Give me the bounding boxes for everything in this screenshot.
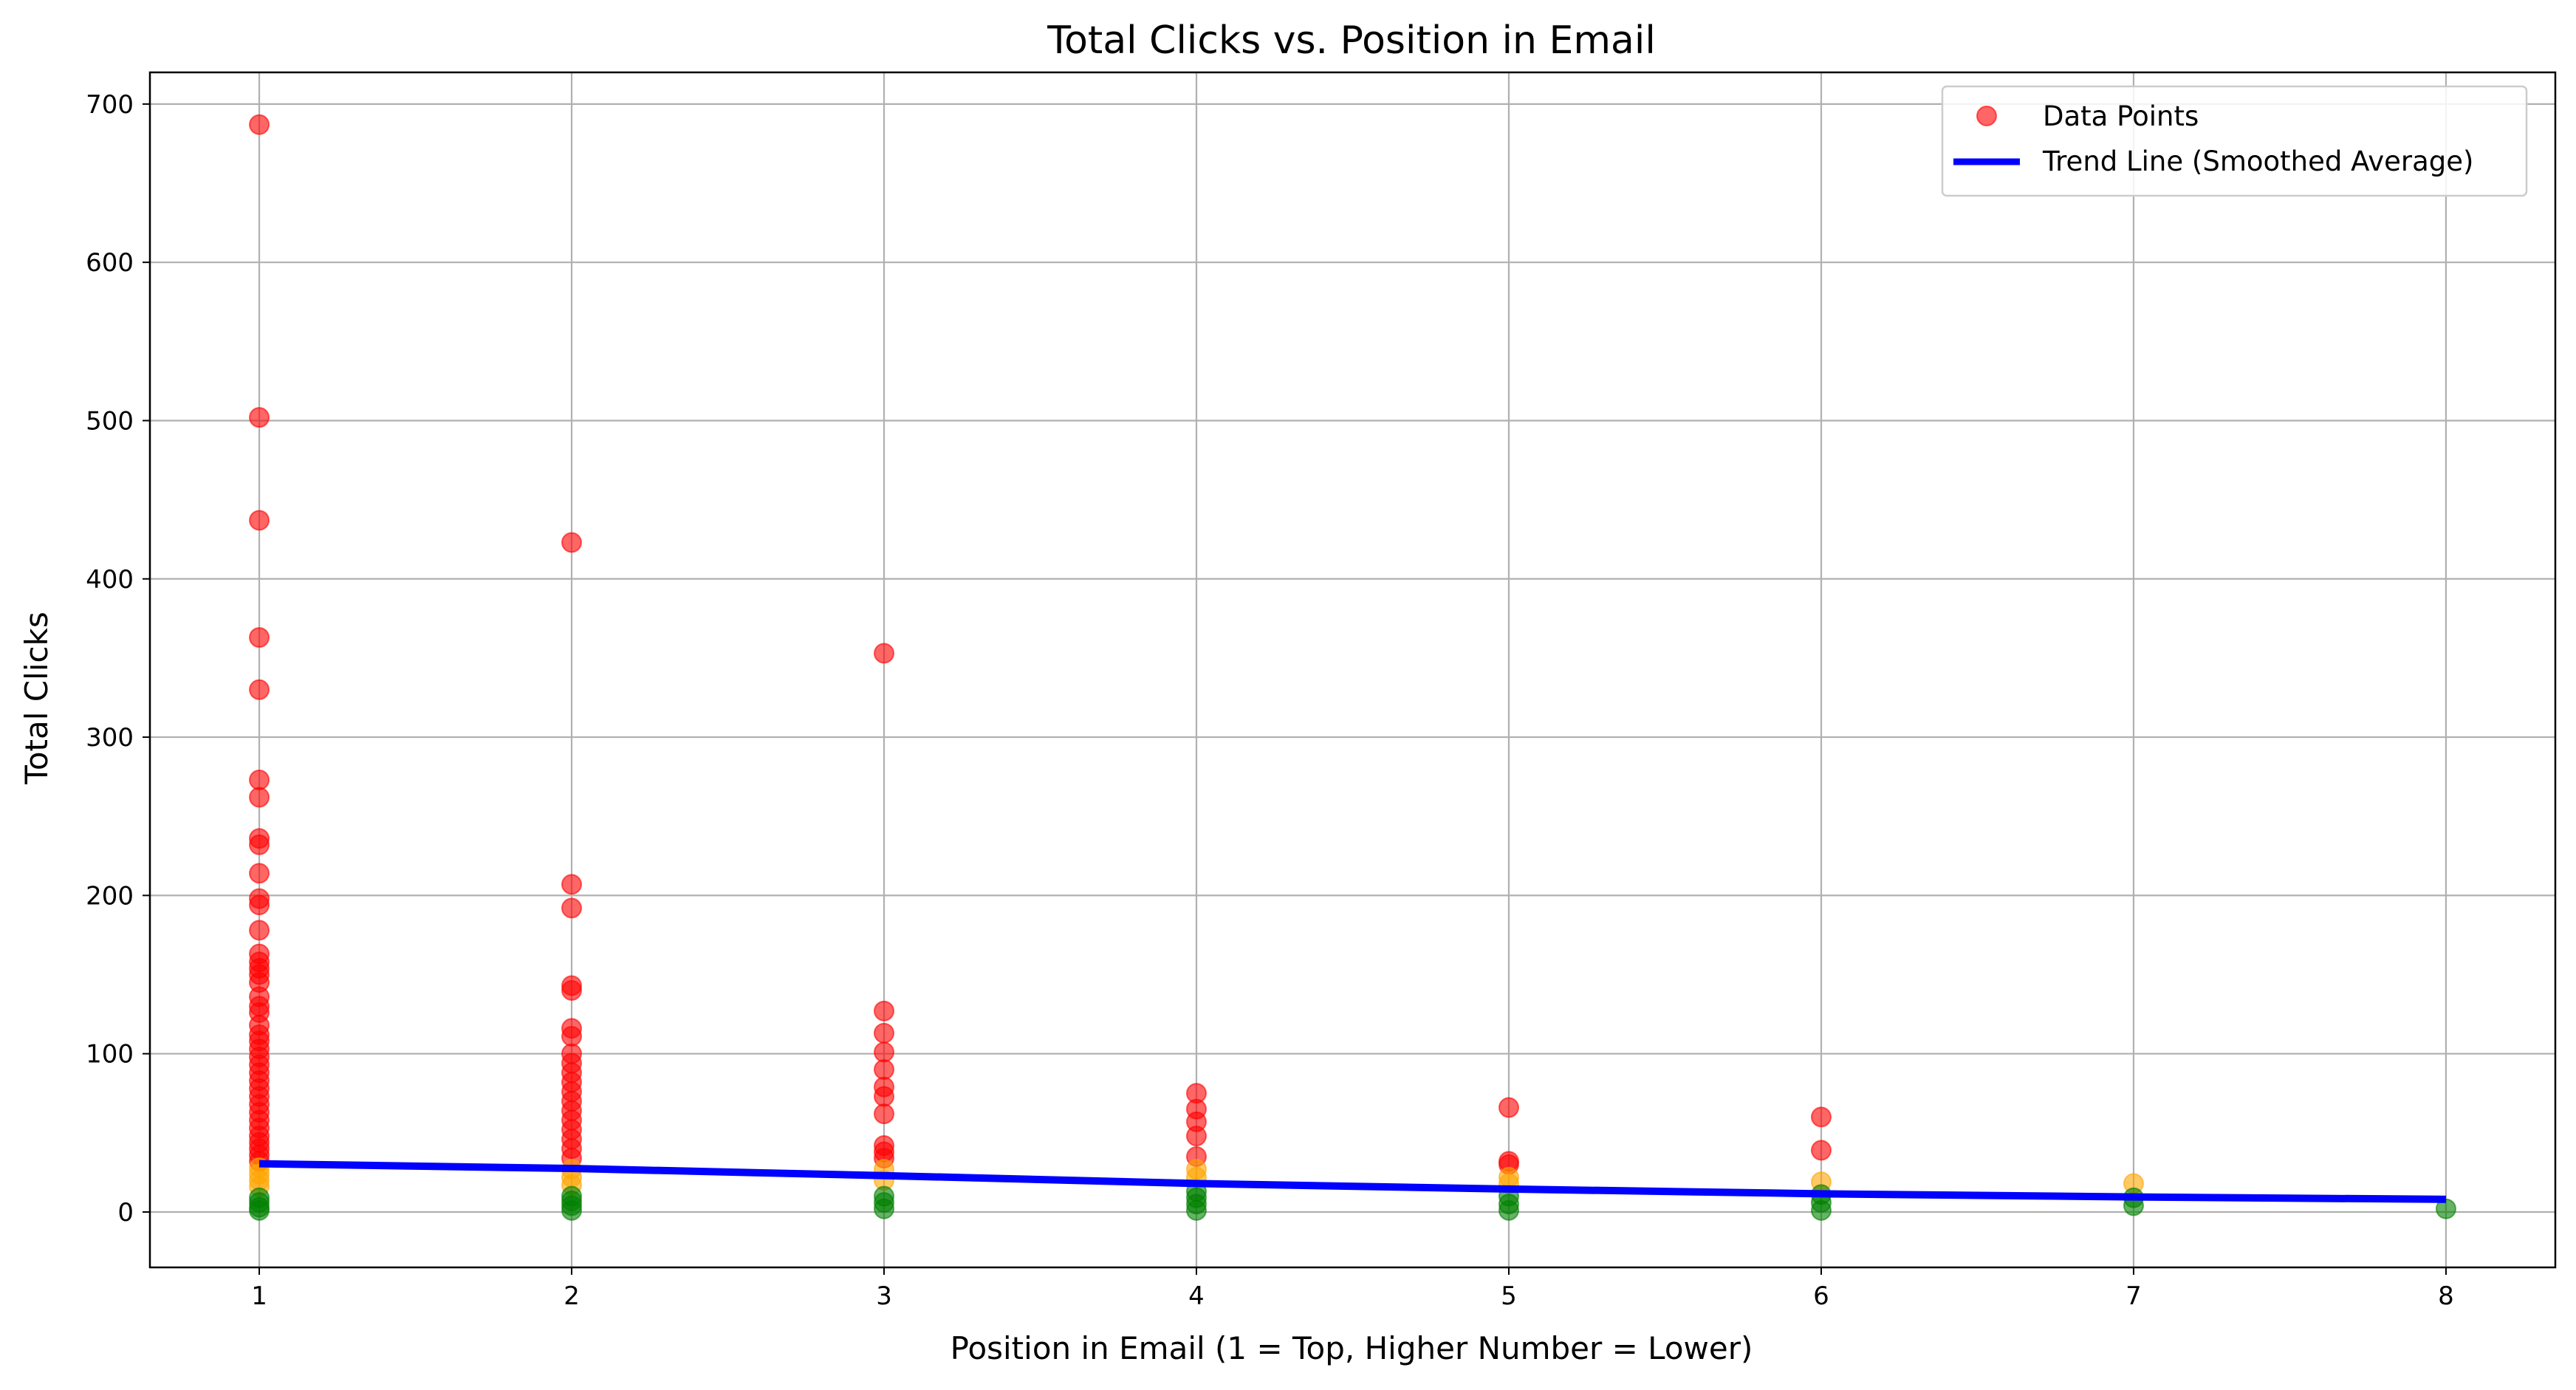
data-point xyxy=(874,1198,895,1219)
data-point xyxy=(561,979,583,1001)
legend-marker-data-points xyxy=(1976,106,1997,126)
data-point xyxy=(874,1022,895,1044)
x-axis-label: Position in Email (1 = Top, Higher Numbe… xyxy=(950,1330,1753,1366)
data-point xyxy=(1186,1199,1208,1221)
data-point xyxy=(874,1059,895,1081)
data-point xyxy=(249,407,270,428)
x-axis-ticks: 1 2 3 4 5 6 7 8 xyxy=(251,1267,2454,1311)
data-point xyxy=(249,894,270,916)
data-point xyxy=(1498,1097,1519,1118)
data-point xyxy=(249,863,270,884)
data-point xyxy=(249,510,270,531)
x-tick-label: 3 xyxy=(876,1281,892,1311)
x-tick-label: 8 xyxy=(2438,1281,2454,1311)
data-point xyxy=(249,627,270,648)
y-axis-ticks: 0 100 200 300 400 500 600 700 xyxy=(86,90,150,1228)
y-tick-label: 200 xyxy=(86,881,134,911)
legend-box xyxy=(1941,85,2528,197)
data-point xyxy=(249,1199,270,1221)
y-tick-label: 400 xyxy=(86,565,134,595)
legend: Data Points Trend Line (Smoothed Average… xyxy=(1941,85,2528,197)
chart-title: Total Clicks vs. Position in Email xyxy=(1046,18,1656,63)
x-tick-label: 2 xyxy=(564,1281,580,1311)
data-point xyxy=(874,1103,895,1125)
x-tick-label: 1 xyxy=(251,1281,267,1311)
y-tick-label: 600 xyxy=(86,248,134,278)
trend-line xyxy=(258,1160,2446,1203)
data-point xyxy=(1186,1126,1208,1147)
y-tick-label: 100 xyxy=(86,1040,134,1069)
data-point xyxy=(249,114,270,135)
data-point xyxy=(874,1086,895,1107)
y-tick-label: 0 xyxy=(117,1198,134,1228)
y-tick-label: 500 xyxy=(86,406,134,436)
data-point xyxy=(561,874,583,895)
x-tick-label: 4 xyxy=(1188,1281,1205,1311)
y-tick-label: 700 xyxy=(86,90,134,120)
data-point xyxy=(249,787,270,808)
data-point xyxy=(561,1199,583,1221)
data-point xyxy=(874,1000,895,1021)
legend-label-data-points: Data Points xyxy=(2043,100,2199,132)
grid xyxy=(150,72,2555,1267)
y-tick-label: 300 xyxy=(86,723,134,753)
data-point xyxy=(874,1041,895,1063)
trend-line-group xyxy=(258,1160,2446,1203)
data-point xyxy=(561,532,583,553)
x-tick-label: 7 xyxy=(2125,1281,2142,1311)
data-point xyxy=(249,679,270,700)
data-point xyxy=(561,1026,583,1047)
legend-label-trend-line: Trend Line (Smoothed Average) xyxy=(2042,145,2473,177)
data-point xyxy=(1810,1106,1832,1128)
x-tick-label: 6 xyxy=(1813,1281,1829,1311)
y-axis-label: Total Clicks xyxy=(18,612,55,784)
data-point xyxy=(1810,1199,1832,1221)
data-point xyxy=(561,897,583,919)
data-point xyxy=(1810,1140,1832,1161)
data-point xyxy=(874,643,895,664)
plot-frame xyxy=(148,71,2557,1269)
data-point xyxy=(249,834,270,855)
data-point xyxy=(249,769,270,790)
data-point xyxy=(1498,1199,1519,1221)
data-point xyxy=(249,920,270,941)
x-tick-label: 5 xyxy=(1501,1281,1517,1311)
